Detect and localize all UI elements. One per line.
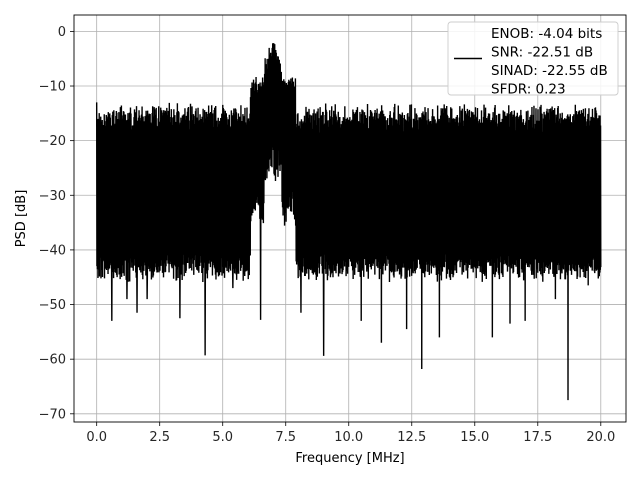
- y-tick-label: −70: [39, 407, 66, 422]
- x-tick-label: 17.5: [523, 430, 552, 445]
- x-tick-label: 10.0: [334, 430, 363, 445]
- legend-entry: ENOB: -4.04 bits SNR: -22.51 dB SINAD: -22…: [491, 26, 608, 98]
- x-tick-label: 0.0: [86, 430, 107, 445]
- y-tick-label: −50: [39, 298, 66, 313]
- psd-series-line: [95, 43, 602, 401]
- y-tick-label: −60: [39, 353, 66, 368]
- ticks: 0.0 2.5 5.0 7.5 10.0 12.5 15.0 17.5 20.0 0 −10 −20 −…: [39, 25, 616, 445]
- plot-area: [95, 43, 602, 401]
- y-tick-label: −10: [39, 80, 66, 95]
- x-tick-label: 7.5: [275, 430, 296, 445]
- y-tick-label: −40: [39, 243, 66, 258]
- axes-frame: [73, 14, 627, 423]
- x-tick-label: 12.5: [397, 430, 426, 445]
- y-axis-label: PSD [dB]: [14, 190, 29, 248]
- y-tick-label: −20: [39, 134, 66, 149]
- y-tick-label: 0: [58, 25, 66, 40]
- x-tick-label: 5.0: [212, 430, 233, 445]
- x-tick-label: 20.0: [586, 430, 615, 445]
- x-axis-label: Frequency [MHz]: [295, 451, 404, 466]
- x-tick-label: 15.0: [460, 430, 489, 445]
- y-tick-label: −30: [39, 189, 66, 204]
- legend: ENOB: -4.04 bits SNR: -22.51 dB SINAD: -22…: [447, 21, 619, 98]
- legend-box: [447, 21, 619, 96]
- x-tick-label: 2.5: [149, 430, 170, 445]
